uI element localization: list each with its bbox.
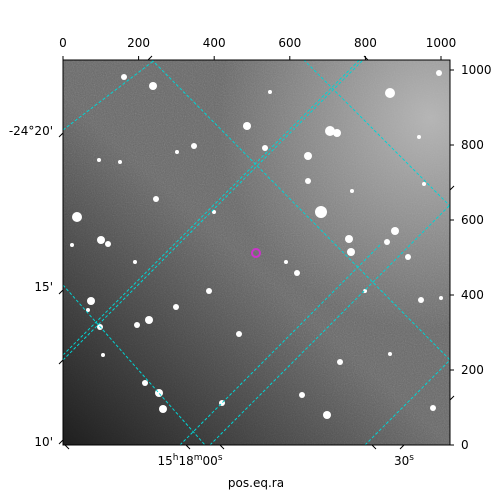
ra-tick-label: 30s (394, 453, 414, 468)
star (405, 254, 411, 260)
coordinate-grid (63, 60, 450, 445)
star (212, 210, 216, 214)
top-tick-label: 800 (354, 36, 377, 50)
top-tick-label: 1000 (426, 36, 457, 50)
star (347, 248, 355, 256)
target-marker (251, 248, 261, 258)
star (145, 316, 153, 324)
dec-tick-label: 10' (34, 435, 53, 449)
top-axis: 0 200 400 600 800 1000 (59, 36, 456, 60)
grid-line (303, 60, 450, 207)
star (134, 322, 140, 328)
star (206, 288, 212, 294)
right-tick-label: 200 (461, 363, 484, 377)
dec-tick-label: -24°20' (9, 124, 53, 138)
star (87, 297, 95, 305)
top-tick-label: 0 (59, 36, 67, 50)
star (121, 74, 127, 80)
right-tick-label: 400 (461, 288, 484, 302)
ra-axis: 15h18m00s 30s pos.eq.ra (157, 453, 414, 490)
stars-layer (70, 70, 443, 419)
star (304, 152, 312, 160)
ra-tick-label: 15h18m00s (157, 453, 222, 468)
star (305, 178, 311, 184)
star (236, 331, 242, 337)
star (97, 158, 101, 162)
right-tick-label: 600 (461, 213, 484, 227)
grid-line (151, 60, 450, 361)
star (418, 297, 424, 303)
star (422, 182, 426, 186)
top-tick-label: 400 (203, 36, 226, 50)
star (173, 304, 179, 310)
star (86, 308, 90, 312)
top-tick-label: 200 (127, 36, 150, 50)
star (391, 227, 399, 235)
star (149, 82, 157, 90)
star (159, 405, 167, 413)
star-field-image (63, 60, 450, 445)
grid-line (63, 60, 364, 361)
star (72, 212, 82, 222)
star (262, 145, 268, 151)
star (133, 260, 137, 264)
grid-line (364, 359, 450, 445)
star (105, 241, 111, 247)
star (97, 236, 105, 244)
star (70, 243, 74, 247)
star (268, 90, 272, 94)
star (118, 160, 122, 164)
dec-tick-label: 15' (34, 280, 53, 294)
star (439, 296, 443, 300)
star (243, 122, 251, 130)
star (333, 129, 341, 137)
dec-axis: -24°20' 15' 10' (9, 124, 53, 449)
star (315, 206, 327, 218)
star (388, 352, 392, 356)
right-axis: 0 200 400 600 800 1000 (450, 63, 492, 452)
right-tick-label: 1000 (461, 63, 492, 77)
grid-line (179, 244, 381, 445)
star (430, 405, 436, 411)
star (363, 289, 367, 293)
wcs-ticks (58, 55, 455, 450)
star (299, 392, 305, 398)
plot-frame (62, 59, 451, 446)
grid-line (209, 204, 450, 445)
star (153, 196, 159, 202)
star (345, 235, 353, 243)
star (417, 135, 421, 139)
star (191, 143, 197, 149)
star (385, 88, 395, 98)
star (101, 353, 105, 357)
top-tick-label: 600 (278, 36, 301, 50)
star (294, 270, 300, 276)
grid-line (63, 60, 156, 131)
star (175, 150, 179, 154)
star (142, 380, 148, 386)
star (350, 189, 354, 193)
star (323, 411, 331, 419)
star (284, 260, 288, 264)
star (337, 359, 343, 365)
star (325, 126, 335, 136)
right-tick-label: 0 (461, 438, 469, 452)
grid-line (63, 284, 206, 445)
star (384, 239, 390, 245)
right-tick-label: 800 (461, 138, 484, 152)
star (436, 70, 442, 76)
x-axis-title: pos.eq.ra (228, 476, 284, 490)
